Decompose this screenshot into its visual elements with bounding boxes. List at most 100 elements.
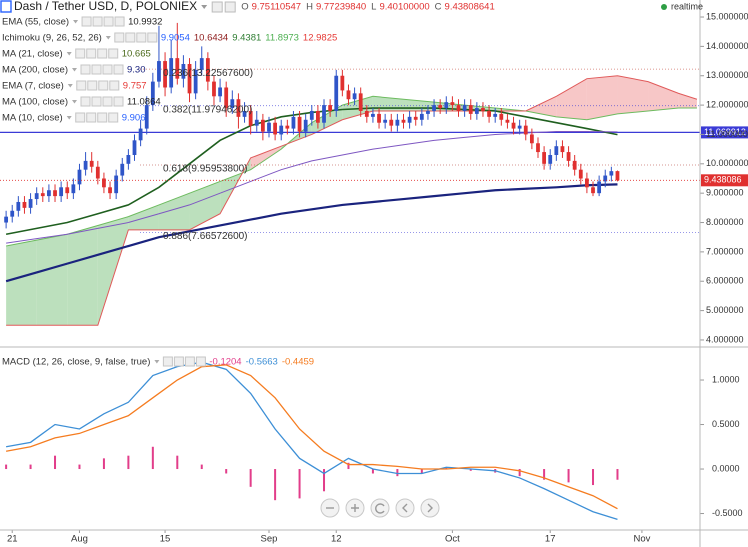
zoom-out-button[interactable] [320, 498, 340, 518]
candle-body [450, 102, 455, 106]
x-tick-label: 21 [7, 534, 18, 545]
candle-body [163, 61, 167, 88]
price-marks [0, 22, 700, 283]
legend-icon [108, 48, 119, 59]
navigation [320, 498, 440, 518]
candle-body [267, 122, 271, 132]
horizontal-line-label: 11.069912 [704, 127, 746, 137]
ichimoku-span-b [6, 75, 698, 326]
legend-caret [105, 36, 111, 40]
candle-body [248, 110, 253, 126]
legend-value: 10.665 [122, 49, 151, 60]
candle-body [218, 87, 222, 97]
legend-value: 12.9825 [303, 33, 337, 44]
candle-body [279, 125, 284, 135]
y-tick-label: 14.000000 [706, 41, 748, 51]
x-tick-label: Oct [445, 534, 460, 545]
fib-label: 0.382(11.97946200) [163, 104, 252, 115]
candle-body [28, 199, 33, 208]
scroll-right-button[interactable] [420, 498, 440, 518]
candle-body [89, 160, 94, 167]
candle-body [499, 113, 504, 120]
cloud-segment [97, 216, 129, 326]
legend-icon [184, 356, 195, 367]
cloud-segment [311, 105, 343, 135]
legend-icon [92, 16, 103, 27]
ohlc-key: L [371, 2, 376, 13]
candle-body [291, 116, 296, 129]
x-tick-label: Sep [261, 534, 278, 545]
main-layer [0, 22, 700, 521]
candle-body [572, 160, 577, 170]
candle-body [328, 105, 333, 111]
histogram-bar [371, 469, 374, 474]
candle-body [108, 187, 112, 194]
y-tick-label: 0.0000 [712, 463, 740, 473]
legend-icon [125, 32, 136, 43]
candle-body [371, 113, 375, 117]
zoom-in-button[interactable] [345, 498, 365, 518]
candle-body [297, 116, 302, 132]
candle-body [548, 155, 553, 164]
candle-body [316, 110, 320, 123]
reset-button[interactable] [370, 498, 390, 518]
candle-body [609, 171, 614, 176]
histogram-bar [29, 464, 32, 470]
candle-body [432, 105, 436, 111]
legend-icon [103, 16, 114, 27]
legend-icon [114, 32, 125, 43]
y-tick-label: 12.000000 [706, 99, 748, 109]
legend-value: -0.5663 [246, 357, 278, 368]
y-tick-label: 4.000000 [706, 334, 744, 344]
candle-body [10, 210, 15, 217]
ohlc-key: H [306, 2, 313, 13]
y-tick-label: 7.000000 [706, 246, 744, 256]
candle-body [77, 169, 82, 185]
candle-body [47, 190, 51, 197]
legend-value: 9.4381 [232, 33, 261, 44]
candle-body [34, 193, 39, 200]
scroll-left-button[interactable] [395, 498, 415, 518]
legend-icon [195, 356, 206, 367]
candle-body [426, 110, 430, 114]
legend-name: MA (21, close) [2, 49, 63, 60]
x-tick-label: Aug [71, 534, 88, 545]
candle-body [285, 125, 290, 129]
candle-body [334, 75, 339, 111]
legend-icon [80, 96, 91, 107]
fib-label: 0.886(7.66572600) [163, 231, 248, 242]
histogram-bar [347, 462, 350, 470]
candle-body [260, 119, 265, 132]
histogram-bar [396, 469, 399, 477]
legend-icon [86, 112, 97, 123]
legend-icon [91, 64, 102, 75]
candle-body [529, 134, 534, 144]
ohlc-value: 9.75110547 [252, 2, 302, 13]
candle-body [481, 108, 485, 111]
candle-body [120, 163, 125, 176]
y-tick-label: 15.000000 [706, 11, 748, 21]
histogram-bar [420, 469, 423, 474]
candle-body [65, 187, 70, 194]
candle-body [340, 75, 345, 91]
ohlc-key: C [435, 2, 442, 13]
histogram-bar [5, 464, 8, 470]
header-icon [224, 1, 236, 13]
histogram-bar [567, 469, 570, 483]
legend-icon [81, 16, 92, 27]
candle-body [71, 184, 76, 194]
ohlc-key: O [241, 2, 248, 13]
candle-body [542, 152, 546, 164]
candle-body [591, 187, 595, 194]
candle-body [487, 110, 491, 117]
fib-label: 0.236(13.22567600) [163, 68, 253, 79]
x-tick-label: Nov [633, 534, 650, 545]
candle-body [193, 69, 198, 94]
candle-body [114, 175, 119, 194]
pane-title: MACD (12, 26, close, 9, false, true) [2, 357, 150, 368]
realtime-status: realtime [671, 1, 703, 11]
candle-body [413, 116, 418, 120]
candle-body [511, 122, 516, 129]
legend-icon [114, 16, 125, 27]
